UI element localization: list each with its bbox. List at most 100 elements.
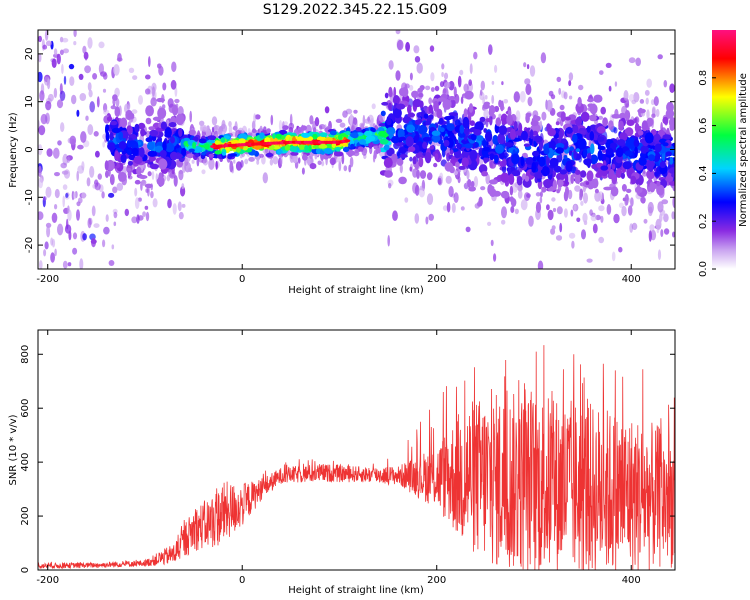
- spectrogram-cell: [200, 124, 208, 132]
- spectrogram-cell: [563, 208, 568, 218]
- spectrogram-cell: [605, 142, 611, 149]
- spectrogram-cell: [580, 170, 587, 178]
- spectrogram-cell: [302, 154, 308, 161]
- spectrogram-cell: [462, 116, 470, 129]
- spectrogram-cell: [523, 143, 531, 147]
- spectrogram-cell: [134, 123, 140, 133]
- spectrogram-cell: [38, 177, 44, 189]
- spectrogram-cell: [479, 116, 486, 122]
- spectrogram-cell: [532, 150, 540, 157]
- spectrogram-cell: [555, 147, 564, 154]
- spectrogram-cell: [372, 154, 376, 163]
- spectrogram-cell: [165, 142, 175, 153]
- spectrogram-xlabel: Height of straight line (km): [288, 285, 424, 296]
- spectrogram-cell: [580, 200, 584, 206]
- spectrogram-cell: [91, 205, 96, 217]
- spectrogram-cell: [639, 99, 645, 104]
- spectrogram-cell: [351, 132, 359, 139]
- spectrogram-cell: [577, 138, 587, 150]
- spectrogram-cell: [633, 139, 640, 148]
- spectrogram-cell: [429, 126, 436, 132]
- spectrogram-cell: [590, 214, 597, 222]
- spectrogram-cell: [208, 158, 215, 170]
- spectrogram-cell: [425, 85, 431, 91]
- spectrogram-cell: [314, 117, 320, 127]
- spectrogram-cell: [92, 73, 98, 80]
- spectrogram-cell: [434, 85, 440, 92]
- spectrogram-cell: [157, 107, 167, 119]
- spectrogram-cell: [259, 132, 265, 139]
- spectrogram-cell: [671, 173, 675, 178]
- spectrogram-cell: [284, 144, 291, 151]
- spectrogram-cell: [597, 145, 606, 151]
- spectrogram-cell: [149, 155, 156, 162]
- spectrogram-cell: [283, 121, 288, 126]
- spectrogram-cell: [76, 170, 79, 182]
- spectrogram-cell: [172, 203, 177, 215]
- spectrogram-cell: [242, 125, 247, 135]
- spectrogram-cell: [618, 246, 623, 253]
- spectrogram-cell: [343, 165, 348, 172]
- spectrogram-cell: [470, 180, 475, 188]
- spectrogram-cell: [543, 148, 550, 155]
- spectrogram-cell: [640, 196, 646, 204]
- spectrogram-cell: [181, 148, 187, 157]
- spectrogram-cell: [606, 204, 612, 215]
- spectrogram-cell: [567, 189, 573, 200]
- spectrogram-cell: [589, 209, 593, 216]
- spectrogram-cell: [51, 238, 56, 248]
- spectrogram-cell: [54, 248, 57, 257]
- snr-ytick-label: 200: [20, 507, 31, 526]
- spectrogram-cell: [54, 172, 60, 177]
- spectrogram-cell: [131, 216, 138, 224]
- spectrogram-cell: [520, 199, 528, 211]
- colorbar-tick-label: 0.0: [698, 261, 709, 277]
- spectrogram-cell: [422, 141, 428, 149]
- spectrogram-cell: [220, 137, 226, 143]
- spectrogram-cell: [534, 171, 543, 179]
- spectrogram-cell: [348, 150, 356, 156]
- spectrogram-cell: [574, 185, 581, 192]
- spectrogram-cell: [538, 140, 544, 151]
- spectrogram-cell: [127, 175, 133, 180]
- spectrogram-cell: [545, 154, 550, 167]
- spectrogram-cell: [608, 85, 612, 92]
- spectrogram-cell: [644, 89, 650, 96]
- spectrogram-cell: [140, 128, 146, 137]
- spectrogram-cell: [113, 64, 120, 76]
- spectrogram-cell: [549, 157, 559, 167]
- spectrogram-cell: [445, 175, 452, 184]
- spectrogram-cell: [201, 151, 206, 156]
- spectrogram-cell: [315, 148, 321, 155]
- spectrogram-cell: [510, 206, 515, 213]
- spectrogram-cell: [391, 136, 400, 144]
- snr-axes: -200 0 200 400 0 200 400 600 800: [20, 330, 675, 586]
- spectrogram-cell: [127, 160, 133, 166]
- spectrogram-cell: [73, 41, 77, 46]
- spectrogram-cell: [611, 163, 616, 170]
- spectrogram-cell: [457, 176, 461, 184]
- spectrogram-cell: [501, 206, 507, 219]
- spectrogram-cell: [526, 64, 530, 70]
- spectrogram-cell: [506, 114, 513, 126]
- spectrogram-cell: [485, 173, 491, 185]
- spectrogram-cell: [384, 92, 389, 99]
- spectrogram-cell: [618, 112, 627, 120]
- spectrogram-cell: [580, 111, 590, 122]
- spectrogram-cell: [89, 166, 95, 178]
- spectrogram-cell: [598, 205, 605, 212]
- spectrogram-cell: [646, 117, 654, 127]
- spectrogram-cell: [526, 193, 531, 198]
- spectrogram-cell: [467, 179, 472, 188]
- spectrogram-cell: [134, 179, 141, 185]
- spectrogram-cell: [38, 71, 43, 83]
- colorbar: 0.0 0.2 0.4 0.6 0.8 Normalized spectral ampl…: [698, 30, 749, 277]
- snr-xlabel: Height of straight line (km): [288, 585, 424, 596]
- spectrogram-cell: [147, 150, 158, 157]
- spectrogram-cell: [392, 95, 400, 105]
- spectrogram-cell: [51, 212, 58, 223]
- spectrogram-cell: [555, 121, 560, 126]
- spectrogram-cell: [82, 45, 87, 54]
- spectrogram-cell: [54, 188, 60, 199]
- spectrogram-cell: [519, 91, 526, 103]
